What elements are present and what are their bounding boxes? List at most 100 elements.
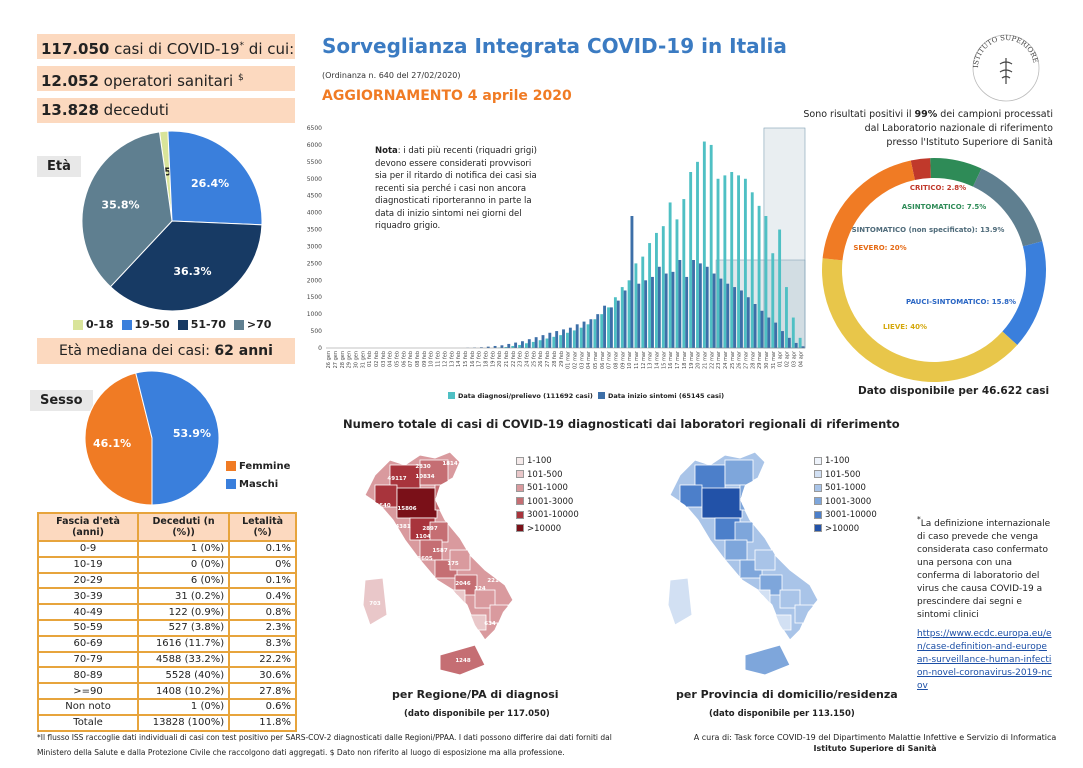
map-legend-item: 1001-3000: [814, 496, 877, 510]
region-value-label: 9993: [345, 484, 360, 490]
y-tick-label: 2500: [307, 260, 322, 267]
region-map-legend: 1-100 101-500 501-1000 1001-3000 3001-10000 >…: [516, 455, 579, 537]
donut-slice-1: [930, 158, 982, 187]
x-tick-label: 17 mar: [675, 350, 681, 369]
table-cell: Totale: [36, 713, 140, 732]
x-tick-label: 24 mar: [723, 350, 729, 369]
x-tick-label: 11 feb: [436, 351, 442, 367]
region-map-caption: per Regione/PA di diagnosi: [392, 688, 559, 701]
donut-slice-3: [1002, 241, 1046, 345]
table-cell: 0-9: [36, 540, 140, 558]
region-value-label: 2897: [422, 526, 437, 532]
bar-onset: [698, 263, 702, 348]
bar-onset: [479, 347, 483, 348]
donut-slice-0: [910, 158, 931, 181]
x-tick-label: 27 mar: [744, 350, 750, 369]
bar-legend-label: Data inizio sintomi (65145 casi): [608, 392, 724, 400]
bar-diagnosis: [655, 232, 658, 348]
sex-pie-chart: 46.1% 53.9%: [84, 370, 220, 506]
bar-diagnosis: [559, 335, 563, 348]
x-tick-label: 14 feb: [456, 351, 462, 367]
table-row: 50-59 527 (3.8%) 2.3%: [36, 618, 297, 637]
region-value-label: 1814: [442, 461, 457, 467]
table-cell: 30-39: [36, 587, 140, 606]
age-legend-swatch: [177, 320, 188, 330]
region-value-label: 1581: [409, 451, 424, 457]
table-cell: 30.6%: [228, 666, 297, 685]
map-legend-swatch: [814, 470, 822, 479]
region-value-label: 1104: [415, 534, 430, 540]
x-tick-label: 14 mar: [655, 350, 661, 369]
ordinance: (Ordinanza n. 640 del 27/02/2020): [322, 71, 461, 80]
bar-diagnosis: [798, 337, 802, 348]
region-area: [474, 589, 496, 609]
table-cell: 80-89: [36, 666, 140, 685]
table-header-cell: Fascia d'età (anni): [36, 512, 140, 542]
region-value-label: 4381: [395, 524, 410, 530]
map-legend-label: >10000: [825, 523, 860, 534]
table-cell: 4588 (33.2%): [137, 650, 231, 669]
bar-diagnosis: [600, 314, 604, 348]
x-tick-label: 05 mar: [593, 350, 599, 369]
map-legend-swatch: [516, 510, 524, 519]
x-tick-label: 05 feb: [395, 351, 401, 367]
sex-label: Sesso: [30, 390, 93, 411]
table-cell: 27.8%: [228, 682, 297, 700]
x-tick-label: 18 mar: [682, 350, 688, 369]
table-cell: 11.8%: [228, 713, 297, 732]
bar-onset: [644, 280, 648, 348]
bar-diagnosis: [648, 243, 652, 348]
bar-onset: [671, 271, 675, 348]
cases-mark: *: [239, 41, 245, 51]
province-sicily: [744, 644, 791, 676]
map-legend-label: 1001-3000: [527, 496, 574, 507]
x-tick-label: 21 feb: [504, 351, 510, 367]
x-tick-label: 09 mar: [620, 350, 626, 369]
x-tick-label: 28 mar: [750, 350, 756, 369]
bar-diagnosis: [785, 287, 788, 348]
healthcare-mark: $: [238, 73, 244, 83]
note-title: Nota: [375, 146, 398, 156]
table-cell: 13828 (100%): [137, 713, 231, 732]
bar-diagnosis: [750, 192, 754, 348]
sex-slice-0: [84, 372, 153, 506]
bar-onset: [493, 345, 497, 348]
region-area: [449, 549, 471, 571]
sex-legend-label: Femmine: [239, 461, 291, 472]
bar-onset: [678, 260, 682, 348]
lab-line1c: dei campioni processati: [937, 109, 1053, 120]
x-tick-label: 03 feb: [381, 351, 387, 367]
province-area: [794, 604, 814, 624]
bar-onset: [705, 266, 709, 348]
map-legend-item: 3001-10000: [814, 509, 877, 523]
x-tick-label: 17 feb: [477, 351, 483, 367]
table-cell: 0.4%: [228, 587, 297, 606]
bar-diagnosis: [579, 327, 583, 348]
table-cell: 2.3%: [228, 618, 297, 637]
region-value-label: 2830: [415, 464, 430, 470]
ecdc-link[interactable]: https://www.ecdc.europa.eu/en/case-defin…: [917, 629, 1052, 691]
footer-left-line2b: $ Dato non riferito al luogo di esposizi…: [329, 748, 565, 757]
lab-line1a: Sono risultati positivi il: [803, 109, 915, 120]
table-row: 20-29 6 (0%) 0.1%: [36, 571, 297, 590]
healthcare-count: 12.052: [41, 72, 99, 90]
x-tick-label: 30 gen: [353, 351, 359, 368]
bar-diagnosis: [764, 216, 768, 348]
lab-percent: 99%: [914, 109, 938, 120]
map-legend-item: 101-500: [516, 469, 579, 483]
region-value-label: 835: [349, 473, 361, 479]
age-slice-3: [81, 131, 173, 288]
x-tick-label: 10 feb: [429, 351, 435, 367]
province-area: [779, 589, 801, 609]
deaths-label: deceduti: [103, 101, 169, 119]
x-tick-label: 23 feb: [518, 351, 524, 367]
table-row: 40-49 122 (0.9%) 0.8%: [36, 603, 297, 621]
table-header-row: Fascia d'età (anni) Deceduti (n (%)) Letal…: [36, 512, 297, 542]
y-tick-label: 2000: [307, 277, 322, 284]
region-value-label: 3605: [417, 556, 432, 562]
median-age-label: Età mediana dei casi:: [59, 343, 210, 359]
x-tick-label: 26 feb: [538, 351, 544, 367]
y-tick-label: 6000: [307, 142, 322, 149]
bar-onset: [726, 283, 730, 348]
map-legend-item: 501-1000: [516, 482, 579, 496]
